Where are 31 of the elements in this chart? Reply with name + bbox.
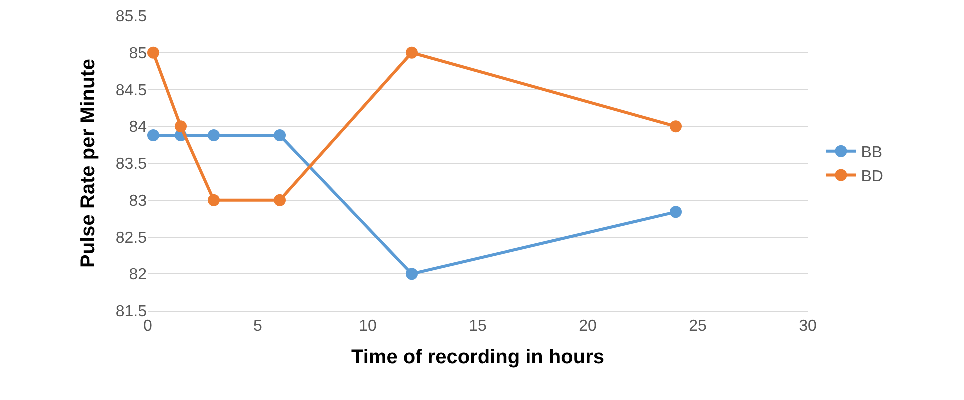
x-tick-label: 25	[689, 318, 707, 336]
point	[148, 129, 160, 142]
point	[274, 129, 286, 142]
point	[670, 206, 682, 218]
y-tick-label: 83.5	[116, 156, 148, 174]
point	[406, 268, 418, 280]
point	[670, 120, 682, 133]
y-tick-label: 81.5	[116, 304, 148, 321]
point	[208, 129, 220, 142]
x-tick-label: 30	[799, 318, 817, 336]
y-tick-label: 85	[129, 45, 148, 62]
y-tick-label: 83	[129, 192, 148, 210]
point	[148, 46, 160, 59]
legend-label: BD	[861, 168, 884, 186]
point	[208, 194, 220, 206]
y-tick-label: 82	[129, 266, 148, 284]
x-tick-label: 10	[359, 318, 377, 336]
point	[274, 194, 286, 206]
x-tick-label: 0	[144, 318, 153, 336]
x-tick-label: 5	[254, 318, 263, 336]
point	[406, 46, 418, 59]
point	[175, 120, 187, 133]
x-tick-label: 20	[579, 318, 597, 336]
x-tick-label: 15	[469, 318, 487, 336]
x-axis-title: Time of recording in hours	[352, 346, 604, 369]
y-tick-label: 84.5	[116, 82, 148, 100]
y-axis-title: Pulse Rate per Minute	[77, 59, 100, 268]
y-tick-label: 84	[129, 119, 148, 136]
legend-label: BB	[861, 144, 883, 162]
y-tick-label: 85.5	[116, 8, 148, 26]
y-tick-label: 82.5	[116, 230, 148, 247]
